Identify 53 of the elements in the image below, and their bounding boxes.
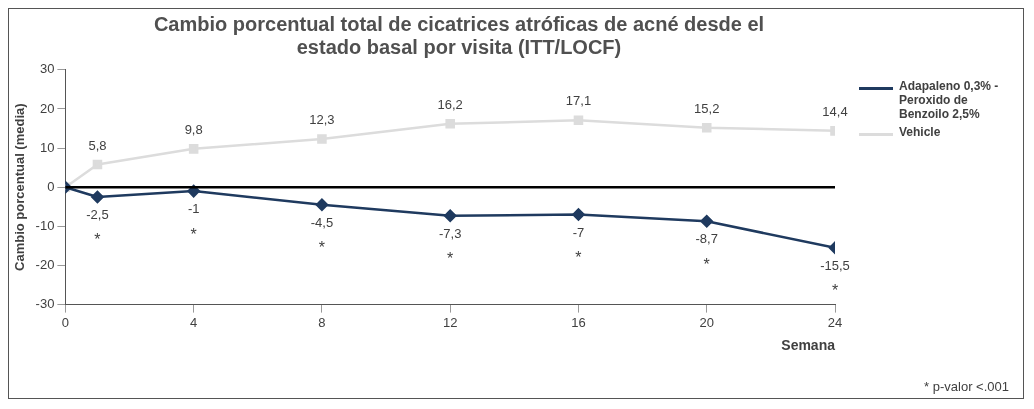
annotation: *	[703, 255, 710, 273]
y-axis-title: Cambio porcentual (media)	[12, 103, 28, 271]
annotation: *	[575, 249, 582, 266]
data-label: 17,1	[565, 93, 592, 109]
point	[700, 215, 713, 228]
x-tick-label: 12	[442, 314, 458, 330]
point	[187, 184, 200, 198]
x-tick-label: 20	[699, 314, 714, 330]
point	[92, 159, 103, 170]
point	[445, 119, 455, 129]
y-tick-label: 10	[39, 139, 55, 155]
data-label: -7	[572, 224, 585, 240]
x-axis-title: Semana	[781, 337, 836, 354]
annotation: *	[831, 282, 839, 300]
point	[443, 209, 457, 223]
x-tick-label: 8	[318, 314, 326, 330]
y-tick-label: 20	[39, 100, 55, 116]
annotation: *	[190, 225, 197, 243]
x-tick-label: 24	[827, 314, 843, 330]
legend-label: Adapaleno 0,3% - Peroxido de Benzoilo 2,5%	[899, 79, 1000, 121]
data-label: -8,7	[695, 231, 718, 247]
annotation: *	[94, 231, 101, 249]
x-tick-label: 16	[571, 314, 586, 330]
data-label: 16,2	[437, 96, 463, 112]
y-tick-label: -10	[35, 217, 55, 233]
data-label: 14,4	[822, 103, 848, 119]
x-tick-label: 0	[61, 314, 70, 330]
text: * p-valor <.001	[924, 379, 1009, 394]
point	[701, 122, 712, 133]
data-label: -1	[187, 201, 200, 217]
data-label: -2,5	[86, 207, 109, 223]
y-tick-label: 0	[47, 178, 55, 194]
data-label: -7,3	[438, 225, 462, 241]
point	[573, 115, 584, 126]
annotation: *	[447, 250, 454, 268]
legend-label: Vehicle	[899, 125, 941, 139]
data-label: 15,2	[694, 100, 720, 116]
point	[317, 134, 327, 144]
data-label: 12,3	[309, 112, 335, 128]
x-tick-label: 4	[190, 314, 198, 330]
data-label: -4,5	[310, 214, 334, 230]
chart-title: Cambio porcentual total de cicatrices atróficas de acné desde el estado basal por visita (ITT/LOCF)	[152, 13, 766, 59]
y-tick-label: -30	[35, 296, 55, 312]
point	[315, 198, 329, 212]
data-label: 9,8	[184, 121, 203, 137]
point	[572, 208, 585, 221]
data-label: 5,8	[88, 137, 107, 153]
y-tick-label: -20	[35, 257, 55, 273]
y-tick-label: 30	[39, 61, 55, 77]
point	[91, 190, 104, 204]
point	[188, 144, 199, 154]
data-label: -15,5	[820, 257, 850, 273]
annotation: *	[318, 239, 326, 257]
